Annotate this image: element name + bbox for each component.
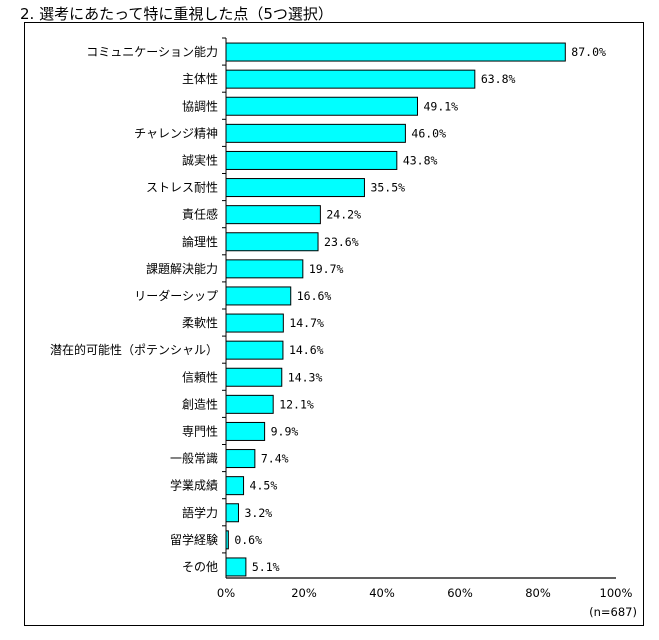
category-label: 論理性 — [182, 234, 218, 249]
category-label: チャレンジ精神 — [134, 126, 218, 140]
category-label: コミュニケーション能力 — [86, 45, 218, 59]
x-tick-label: 100% — [600, 586, 633, 600]
bar — [225, 449, 256, 469]
data-label: 23.6% — [324, 235, 359, 249]
bar — [225, 232, 319, 252]
bar — [225, 394, 274, 414]
bar — [225, 503, 239, 523]
chart-frame — [24, 22, 644, 626]
category-label: 潜在的可能性（ポテンシャル） — [50, 342, 218, 357]
x-tick-label: 40% — [369, 586, 395, 600]
data-label: 5.1% — [252, 560, 280, 574]
category-label: 語学力 — [182, 505, 218, 520]
data-label: 3.2% — [244, 506, 272, 520]
category-label: 専門性 — [182, 424, 218, 438]
data-label: 24.2% — [326, 208, 361, 222]
category-label: ストレス耐性 — [146, 181, 218, 195]
bar — [225, 205, 321, 225]
x-tick-label: 0% — [217, 586, 235, 600]
bar — [225, 476, 245, 496]
data-label: 16.6% — [297, 289, 332, 303]
bar — [225, 530, 229, 550]
data-label: 4.5% — [250, 479, 278, 493]
bar — [225, 69, 476, 89]
category-label: その他 — [182, 560, 218, 574]
category-label: 協調性 — [182, 98, 218, 113]
category-label: リーダーシップ — [134, 288, 218, 303]
chart-title: 2. 選考にあたって特に重視した点（5つ選択） — [20, 5, 333, 23]
bar — [225, 421, 266, 441]
category-label: 学業成績 — [170, 478, 218, 493]
x-tick-label: 60% — [447, 586, 473, 600]
data-label: 14.7% — [289, 316, 324, 330]
bar — [225, 178, 365, 198]
data-label: 49.1% — [423, 99, 458, 113]
category-label: 留学経験 — [170, 532, 218, 547]
bar — [225, 557, 247, 577]
x-tick-label: 20% — [291, 586, 317, 600]
data-label: 9.9% — [271, 424, 299, 438]
data-label: 87.0% — [571, 45, 606, 59]
category-label: 課題解決能力 — [146, 261, 218, 276]
bar — [225, 340, 284, 360]
category-label: 主体性 — [182, 72, 218, 86]
category-label: 一般常識 — [170, 451, 218, 466]
data-label: 14.6% — [289, 343, 324, 357]
category-label: 創造性 — [182, 397, 218, 411]
sample-size-note: (n=687) — [589, 605, 637, 619]
data-label: 12.1% — [279, 397, 314, 411]
data-label: 14.3% — [288, 370, 323, 384]
bar — [225, 96, 418, 116]
data-label: 0.6% — [234, 533, 262, 547]
data-label: 46.0% — [411, 126, 446, 140]
bar — [225, 286, 292, 306]
category-label: 責任感 — [182, 207, 218, 222]
data-label: 7.4% — [261, 452, 289, 466]
data-label: 43.8% — [403, 153, 438, 167]
category-label: 誠実性 — [182, 152, 218, 167]
bar — [225, 123, 406, 143]
data-label: 63.8% — [481, 72, 516, 86]
bar — [225, 42, 566, 62]
bar — [225, 259, 304, 279]
bar — [225, 313, 284, 333]
bar — [225, 367, 283, 387]
x-tick-label: 80% — [525, 586, 551, 600]
category-label: 柔軟性 — [182, 315, 218, 330]
data-label: 35.5% — [370, 181, 405, 195]
bar — [225, 150, 398, 170]
category-label: 信頼性 — [182, 370, 218, 384]
data-label: 19.7% — [309, 262, 344, 276]
